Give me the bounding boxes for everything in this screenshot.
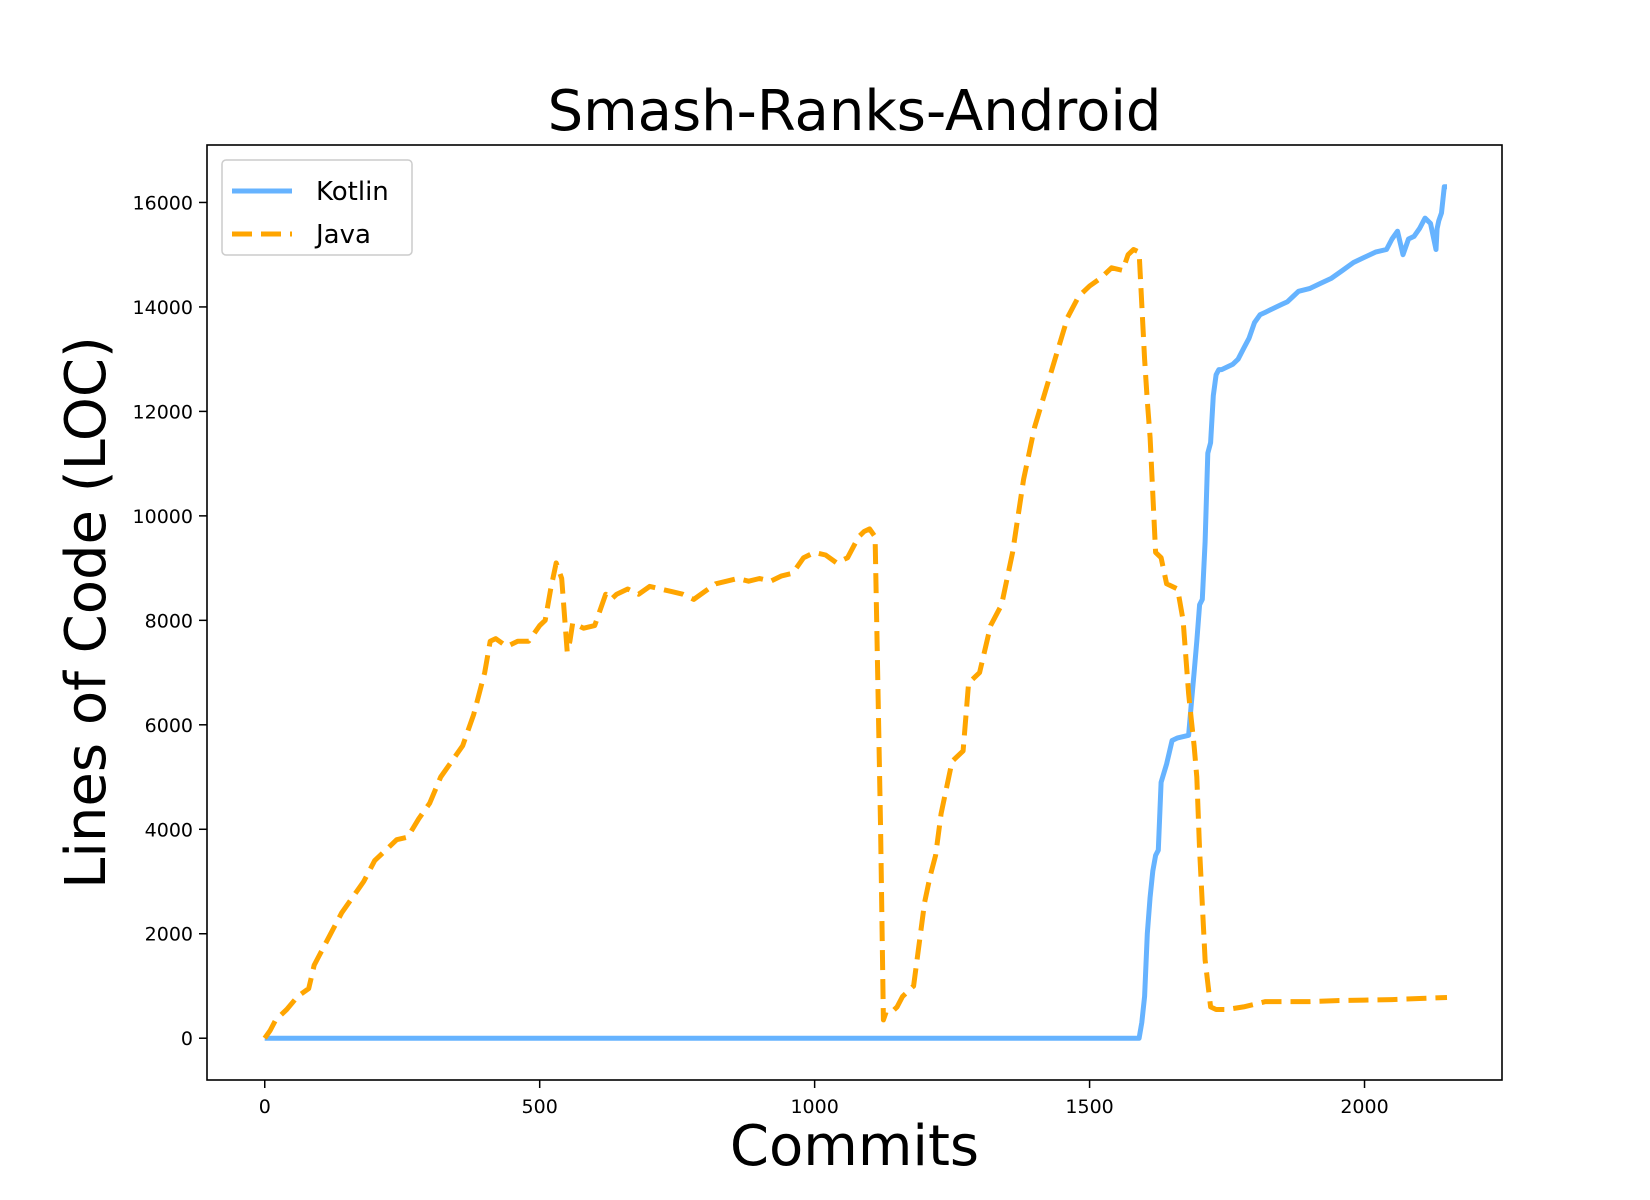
- y-axis: 0 2000 4000 6000 8000 10000 12000 14000 16000: [133, 192, 207, 1050]
- legend-label-java: Java: [314, 220, 371, 250]
- y-tick-label: 6000: [145, 715, 193, 737]
- y-tick-label: 2000: [145, 924, 193, 946]
- y-axis-title: Lines of Code (LOC): [54, 336, 119, 889]
- x-tick-label: 1500: [1065, 1096, 1113, 1118]
- x-tick-label: 500: [522, 1096, 558, 1118]
- x-tick-label: 0: [259, 1096, 271, 1118]
- x-tick-label: 1000: [790, 1096, 838, 1118]
- x-tick-label: 2000: [1340, 1096, 1388, 1118]
- x-axis: 0 500 1000 1500 2000: [259, 1080, 1389, 1118]
- y-tick-label: 0: [181, 1028, 193, 1050]
- legend: Kotlin Java: [221, 159, 413, 256]
- y-tick-label: 10000: [133, 506, 193, 528]
- series-line-java: [262, 247, 1448, 1040]
- series-line-kotlin: [264, 184, 1447, 1041]
- y-tick-label: 4000: [145, 819, 193, 841]
- x-axis-title: Commits: [730, 1114, 979, 1179]
- y-tick-label: 8000: [145, 610, 193, 632]
- y-tick-label: 14000: [133, 297, 193, 319]
- chart-title: Smash-Ranks-Android: [548, 79, 1162, 144]
- y-tick-label: 16000: [133, 192, 193, 214]
- legend-label-kotlin: Kotlin: [316, 177, 389, 207]
- series-layer: [262, 184, 1448, 1041]
- legend-box: [221, 159, 413, 256]
- y-tick-label: 12000: [133, 401, 193, 423]
- plot-frame: [206, 144, 1503, 1081]
